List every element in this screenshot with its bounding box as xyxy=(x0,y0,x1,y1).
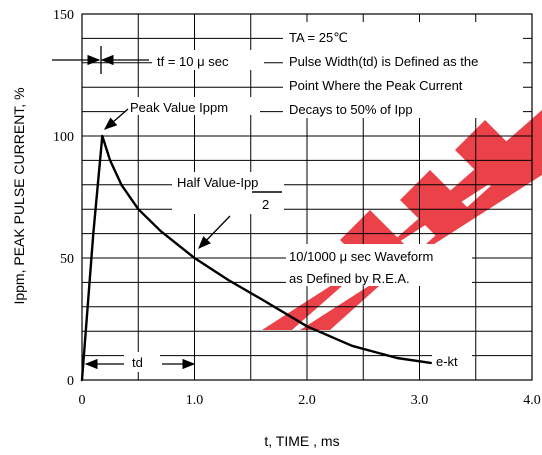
y-tick-label: 50 xyxy=(60,252,74,267)
x-tick-label: 0 xyxy=(79,393,86,408)
annotation-leaders xyxy=(52,46,282,370)
y-tick-label: 0 xyxy=(67,374,74,389)
x-tick-label: 2.0 xyxy=(298,393,316,408)
half-value-leader xyxy=(198,215,231,249)
ekt-label: e-kt xyxy=(436,354,458,369)
watermark-logo xyxy=(262,110,542,330)
x-tick-label: 1.0 xyxy=(186,393,204,408)
waveform-line2: as Defined by R.E.A. xyxy=(289,271,410,286)
y-tick-label: 150 xyxy=(53,8,74,23)
tf-annotation: tf = 10 μ sec xyxy=(157,54,229,69)
plot-area-frame xyxy=(81,13,533,381)
y-tick-label: 100 xyxy=(53,130,74,145)
ta-annotation: TA = 25℃ xyxy=(289,30,348,45)
annotations: TA = 25℃ Pulse Width(td) is Defined as t… xyxy=(124,22,523,372)
td-label: td xyxy=(132,355,143,370)
half-value-denominator: 2 xyxy=(262,197,269,212)
y-tick-labels: 0 50 100 150 xyxy=(53,8,74,389)
peak-value-label: Peak Value Ippm xyxy=(130,100,228,115)
x-tick-labels: 0 1.0 2.0 3.0 4.0 xyxy=(79,393,541,408)
x-axis-label: t, TIME , ms xyxy=(264,433,339,449)
series-line xyxy=(80,134,432,382)
y-axis-label: Ippm, PEAK PULSE CURRENT, % xyxy=(11,87,27,304)
series-layer xyxy=(80,134,432,382)
pulse-width-line1: Pulse Width(td) is Defined as the xyxy=(289,54,478,69)
pulse-width-line2: Point Where the Peak Current xyxy=(289,78,463,93)
peak-leader xyxy=(104,108,129,130)
half-value-label: Half Value-Ipp xyxy=(177,175,258,190)
x-tick-label: 3.0 xyxy=(411,393,429,408)
waveform-line1: 10/1000 μ sec Waveform xyxy=(289,249,433,264)
x-tick-label: 4.0 xyxy=(523,393,541,408)
pulse-width-line3: Decays to 50% of Ipp xyxy=(289,102,413,117)
